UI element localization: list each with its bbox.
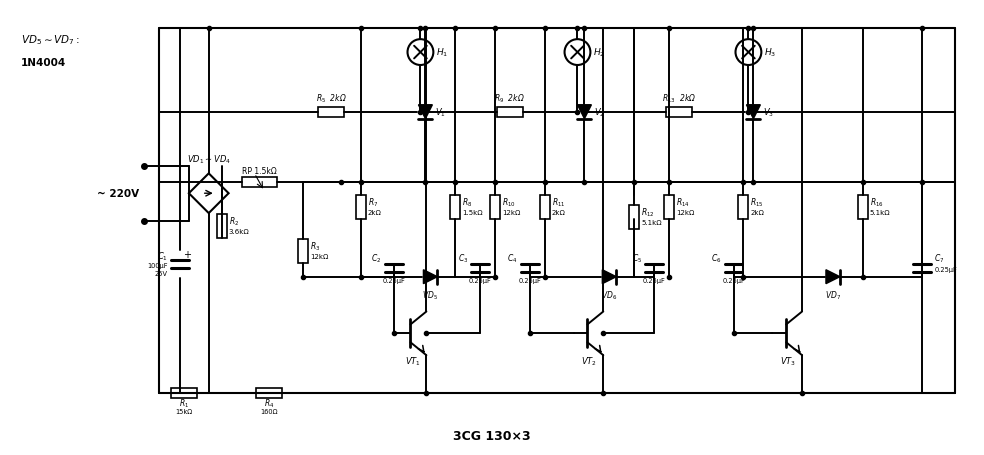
Bar — [497, 107, 523, 117]
Text: $R_4$: $R_4$ — [264, 397, 275, 410]
Text: $C_2$: $C_2$ — [372, 252, 382, 265]
Text: $R_3$: $R_3$ — [310, 240, 321, 253]
Circle shape — [565, 40, 590, 66]
Text: $H_2$: $H_2$ — [593, 47, 605, 59]
Bar — [257, 388, 282, 398]
Polygon shape — [578, 106, 591, 119]
Text: $H_1$: $H_1$ — [436, 47, 449, 59]
Polygon shape — [826, 270, 840, 284]
Bar — [490, 196, 500, 220]
Circle shape — [735, 40, 762, 66]
Text: 1.5kΩ: 1.5kΩ — [462, 210, 483, 216]
Text: $VD_5$: $VD_5$ — [422, 289, 438, 302]
Text: 0.25μF: 0.25μF — [382, 277, 405, 283]
Bar — [858, 196, 868, 220]
Text: $V_2$: $V_2$ — [594, 106, 605, 119]
Bar — [666, 107, 692, 117]
Text: $C_6$: $C_6$ — [711, 252, 721, 265]
Bar — [629, 206, 639, 229]
Bar — [664, 196, 674, 220]
Bar — [298, 239, 308, 263]
Text: $R_{12}$: $R_{12}$ — [642, 207, 654, 219]
Text: $VD_1{\sim}VD_4$: $VD_1{\sim}VD_4$ — [187, 153, 231, 166]
Text: $VT_2$: $VT_2$ — [582, 354, 597, 367]
Text: $R_{11}$: $R_{11}$ — [552, 197, 565, 209]
Bar — [171, 388, 197, 398]
Bar — [451, 196, 461, 220]
Text: 0.25μF: 0.25μF — [643, 277, 665, 283]
Text: 2kΩ: 2kΩ — [368, 210, 382, 216]
Text: 0.25μF: 0.25μF — [519, 277, 541, 283]
Text: 12kΩ: 12kΩ — [676, 210, 695, 216]
Text: 12kΩ: 12kΩ — [310, 253, 329, 259]
Text: 2kΩ: 2kΩ — [552, 210, 566, 216]
Text: $C_7$: $C_7$ — [934, 252, 945, 265]
Text: 15kΩ: 15kΩ — [175, 408, 193, 414]
Text: 3CG 130×3: 3CG 130×3 — [454, 429, 530, 442]
Bar — [318, 107, 343, 117]
Bar — [356, 196, 366, 220]
Text: 100μF: 100μF — [148, 262, 168, 268]
Text: $R_8$: $R_8$ — [462, 197, 472, 209]
Text: $C_4$: $C_4$ — [508, 252, 518, 265]
Text: $R_{15}$: $R_{15}$ — [751, 197, 764, 209]
Text: $R_7$: $R_7$ — [368, 197, 378, 209]
Polygon shape — [602, 270, 616, 284]
Text: ~ 220V: ~ 220V — [97, 189, 139, 199]
Bar — [539, 196, 550, 220]
Text: $R_{13}$  2kΩ: $R_{13}$ 2kΩ — [662, 92, 696, 105]
Text: $C_1$: $C_1$ — [157, 250, 168, 263]
Text: 1N4004: 1N4004 — [21, 58, 66, 68]
Text: $VT_1$: $VT_1$ — [404, 354, 420, 367]
Text: $R_{10}$: $R_{10}$ — [502, 197, 516, 209]
Text: $H_3$: $H_3$ — [765, 47, 776, 59]
Polygon shape — [423, 270, 437, 284]
Text: $V_1$: $V_1$ — [435, 106, 446, 119]
Text: $VD_5{\sim}VD_7:$: $VD_5{\sim}VD_7:$ — [21, 33, 80, 47]
Text: 5.1kΩ: 5.1kΩ — [870, 210, 891, 216]
Text: $VD_7$: $VD_7$ — [825, 289, 841, 302]
Text: 0.25μF: 0.25μF — [722, 277, 745, 283]
Text: $C_5$: $C_5$ — [632, 252, 643, 265]
Text: RP 1.5kΩ: RP 1.5kΩ — [242, 167, 277, 176]
Text: $VT_3$: $VT_3$ — [780, 354, 796, 367]
Bar — [216, 215, 226, 238]
Text: $R_{16}$: $R_{16}$ — [870, 197, 884, 209]
Circle shape — [407, 40, 433, 66]
Text: 5.1kΩ: 5.1kΩ — [642, 220, 661, 226]
Text: +: + — [183, 249, 191, 259]
Text: 160Ω: 160Ω — [261, 408, 278, 414]
Text: 0.25μF: 0.25μF — [468, 277, 491, 283]
Bar — [241, 178, 277, 188]
Text: $V_3$: $V_3$ — [764, 106, 774, 119]
Text: $R_9$  2kΩ: $R_9$ 2kΩ — [495, 92, 525, 105]
Bar — [738, 196, 749, 220]
Text: 3.6kΩ: 3.6kΩ — [228, 228, 249, 234]
Text: $R_2$: $R_2$ — [228, 215, 239, 228]
Text: 2kΩ: 2kΩ — [751, 210, 765, 216]
Text: 25V: 25V — [155, 270, 168, 276]
Text: $R_5$  2kΩ: $R_5$ 2kΩ — [316, 92, 346, 105]
Text: $VD_6$: $VD_6$ — [601, 289, 617, 302]
Text: $C_3$: $C_3$ — [458, 252, 468, 265]
Text: 12kΩ: 12kΩ — [502, 210, 521, 216]
Polygon shape — [747, 106, 761, 119]
Text: $R_1$: $R_1$ — [179, 397, 189, 410]
Polygon shape — [189, 174, 228, 213]
Polygon shape — [418, 106, 432, 119]
Text: $R_{14}$: $R_{14}$ — [676, 197, 690, 209]
Text: 0.25μF: 0.25μF — [934, 266, 957, 272]
